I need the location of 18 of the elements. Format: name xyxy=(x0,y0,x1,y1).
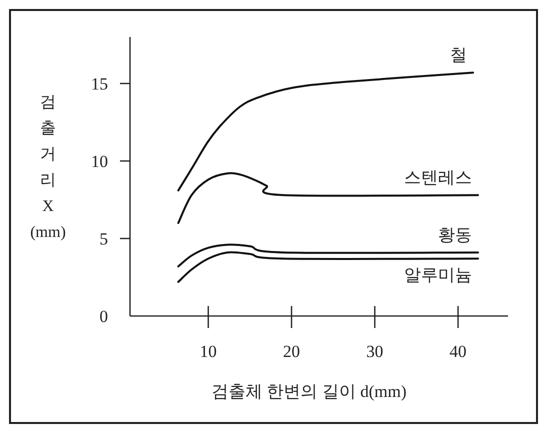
series-label: 알루미늄 xyxy=(404,266,472,285)
series-label: 스텐레스 xyxy=(404,168,472,188)
line-series xyxy=(177,172,480,224)
y-tick-label: 0 xyxy=(100,307,108,326)
y-tick-label: 15 xyxy=(91,74,108,94)
y-tick-label: 5 xyxy=(100,230,108,248)
line-series xyxy=(177,72,474,192)
line-series xyxy=(177,251,480,283)
y-axis-title: 검출거리 X (mm) xyxy=(30,94,66,241)
series-label: 황동 xyxy=(438,225,472,244)
series-label: 철 xyxy=(450,46,468,65)
x-tick-label: 10 xyxy=(200,342,217,361)
line-series xyxy=(177,244,480,268)
y-tick-label: 10 xyxy=(91,152,108,171)
x-tick-label: 40 xyxy=(450,342,467,361)
x-tick-label: 20 xyxy=(283,342,300,361)
x-tick-label: 30 xyxy=(366,342,384,361)
x-axis-title: 검출체 한변의 길이 d(mm) xyxy=(211,382,407,401)
